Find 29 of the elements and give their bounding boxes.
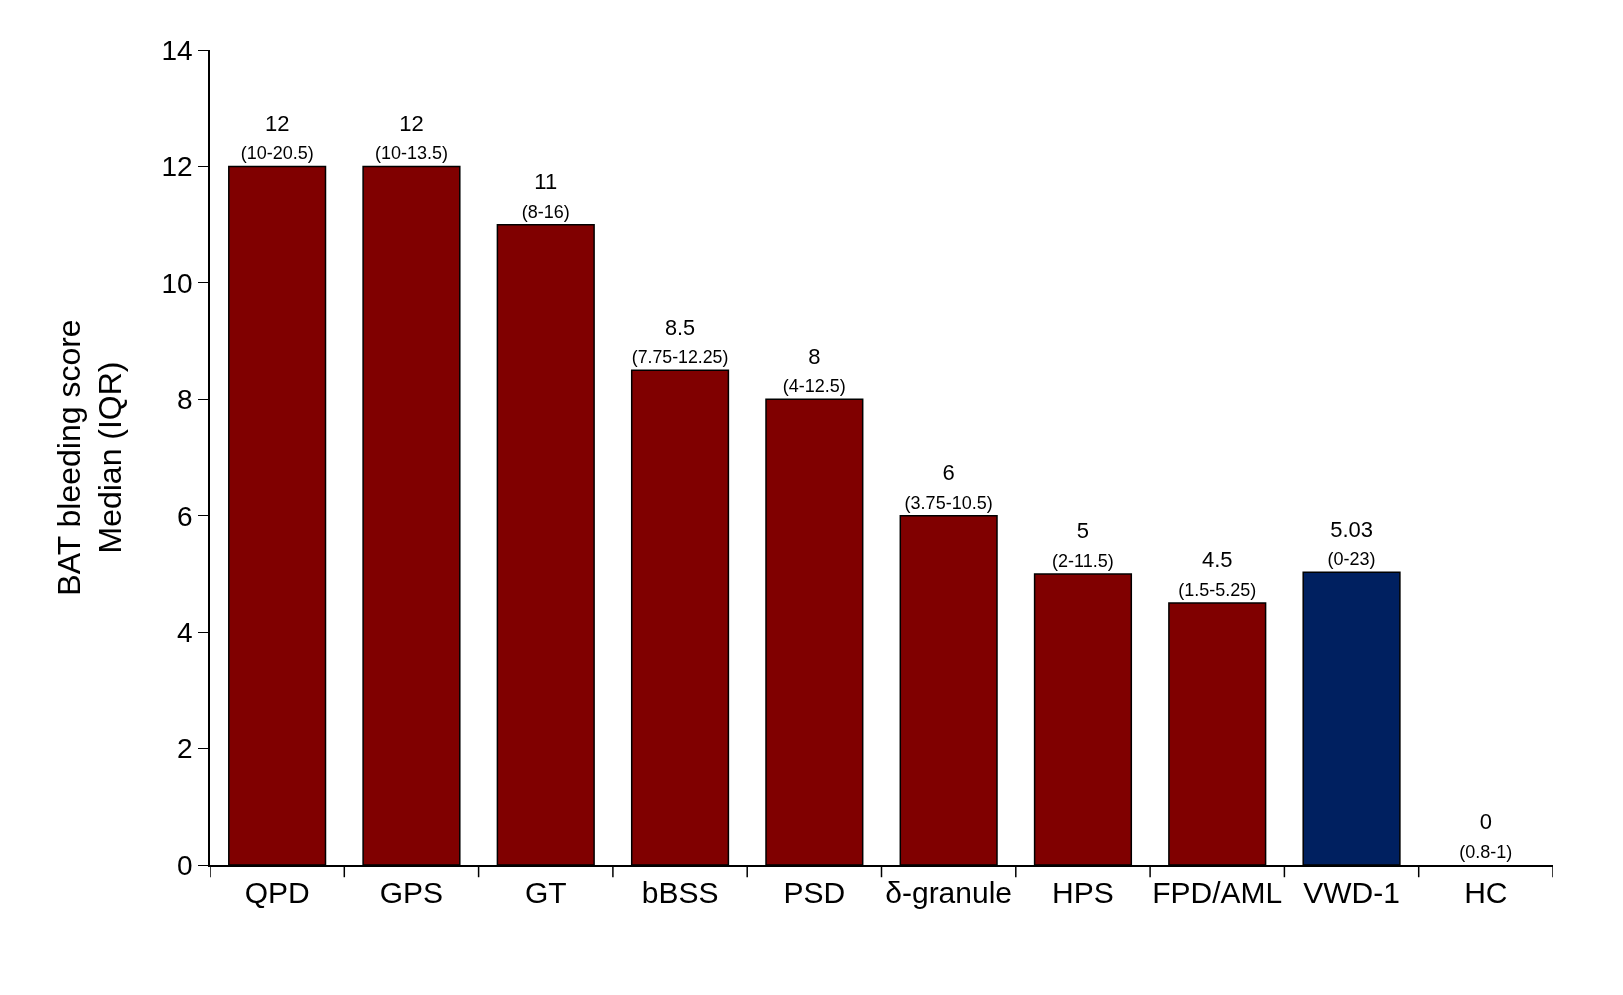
x-tick-label: HC (1464, 875, 1508, 909)
data-label: 6 (3.75-10.5) (904, 460, 993, 513)
x-tick-label: bBSS (641, 875, 719, 909)
y-tick-label: 14 (161, 34, 193, 66)
data-label: 0 (0.8-1) (1459, 809, 1513, 862)
data-label: 4.5 (1.5-5.25) (1178, 547, 1257, 601)
data-label: 8.5 (7.75-12.25) (631, 315, 729, 368)
data-label: 5 (2-11.5) (1052, 518, 1114, 571)
y-tick-label: 0 (177, 849, 193, 881)
data-label: 12 (10-13.5) (374, 110, 448, 164)
x-tick-label: GPS (379, 875, 444, 909)
x-tick-label: PSD (783, 875, 846, 909)
x-tick-label: GT (524, 875, 567, 909)
x-tick-label: FPD/AML (1152, 875, 1283, 909)
data-label: 12 (10-20.5) (240, 110, 314, 164)
y-tick-label: 6 (177, 500, 193, 532)
data-label: 5.03 (0-23) (1327, 516, 1376, 570)
y-tick-label: 2 (177, 733, 193, 765)
x-tick-label: VWD-1 (1303, 875, 1400, 909)
x-tick-label: QPD (244, 875, 310, 909)
data-label: 8 (4-12.5) (782, 343, 846, 397)
x-tick-label: HPS (1052, 875, 1114, 909)
y-tick-label: 8 (177, 384, 193, 416)
y-tick-label: 12 (161, 151, 193, 183)
x-tick-label: δ-granule (885, 875, 1013, 909)
y-axis-title: BAT bleeding score Median (IQR) (50, 319, 129, 596)
data-label: 11 (8-16) (521, 169, 570, 222)
y-tick-label: 4 (177, 616, 193, 648)
y-tick-label: 10 (161, 267, 193, 299)
